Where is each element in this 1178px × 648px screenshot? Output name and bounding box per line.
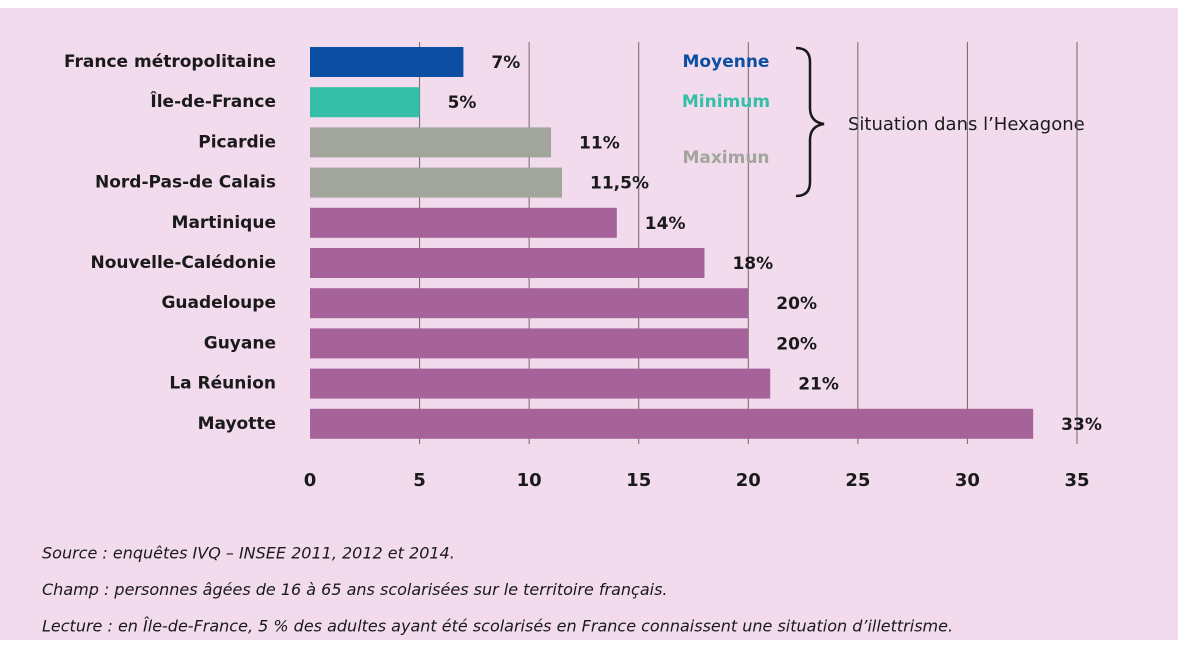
bar [310,328,749,359]
x-tick-label: 30 [955,470,980,491]
value-label: 14% [645,214,686,234]
footnote: Source : enquêtes IVQ – INSEE 2011, 2012… [42,544,455,563]
bar [310,207,617,238]
background [0,8,1178,640]
value-label: 5% [448,93,477,113]
category-label: Guyane [204,333,276,353]
bar [310,87,420,118]
x-tick-label: 35 [1064,470,1089,491]
category-label: Mayotte [198,414,276,434]
bar [310,248,705,278]
category-label: Nord-Pas-de Calais [95,173,276,193]
value-label: 21% [798,375,839,395]
x-tick-label: 20 [736,470,761,491]
value-label: 11,5% [590,174,649,194]
value-label: 20% [776,294,817,314]
category-label: La Réunion [169,374,276,394]
category-label: Île-de-France [150,90,276,112]
x-tick-label: 5 [413,470,426,491]
annotation: Minimum [682,92,770,112]
annotation: Maximun [682,148,769,168]
bar [310,47,464,77]
value-label: 18% [732,254,773,274]
x-tick-label: 10 [517,470,542,491]
bar [310,288,749,319]
x-tick-label: 0 [304,470,317,491]
brace-label: Situation dans l’Hexagone [848,114,1085,135]
bar [310,368,771,399]
category-label: Picardie [198,132,276,152]
category-label: Nouvelle-Calédonie [91,253,276,273]
x-tick-label: 15 [626,470,651,491]
x-tick-label: 25 [845,470,870,491]
value-label: 33% [1061,415,1102,435]
bar [310,127,552,158]
footnote: Lecture : en Île-de-France, 5 % des adul… [42,617,953,636]
value-label: 11% [579,133,620,153]
category-label: Martinique [172,213,276,233]
bar [310,167,563,198]
category-label: France métropolitaine [64,52,276,72]
value-label: 7% [491,53,520,73]
footnote: Champ : personnes âgées de 16 à 65 ans s… [42,580,668,599]
value-label: 20% [776,334,817,354]
category-label: Guadeloupe [161,293,276,313]
annotation: Moyenne [683,52,770,72]
brace [795,46,825,198]
bar [310,408,1034,439]
